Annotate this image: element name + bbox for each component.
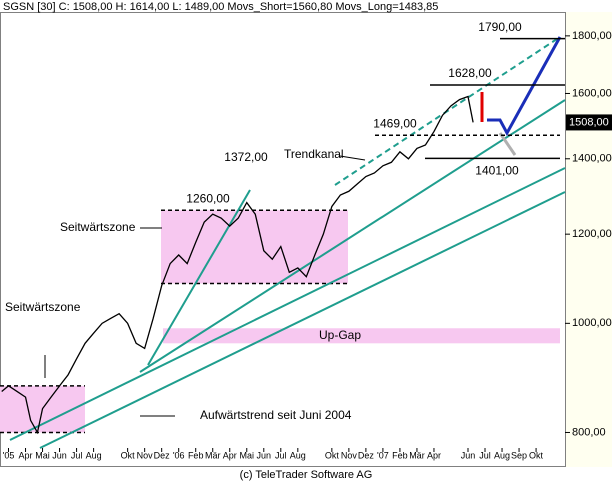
- x-tick-label: Mär: [205, 450, 221, 460]
- axis-panel: [566, 12, 612, 467]
- y-tick-label: 1200,00: [572, 228, 612, 240]
- x-tick-label: Mai: [35, 450, 50, 460]
- projection-alt: [498, 132, 517, 156]
- x-tick-label: Feb: [392, 450, 408, 460]
- last-price-label: 1508,00: [569, 116, 609, 128]
- y-tick-label: 1600,00: [572, 87, 612, 99]
- arrow: [339, 155, 366, 161]
- trend-line: [147, 189, 251, 366]
- y-tick-label: 1400,00: [572, 153, 612, 165]
- x-tick-label: Feb: [188, 450, 204, 460]
- trend-channel: [334, 36, 561, 186]
- level-label: 1469,00: [373, 116, 417, 130]
- x-tick-label: Aug: [494, 450, 510, 460]
- y-tick-label: 1000,00: [572, 317, 612, 329]
- x-tick-label: Okt: [529, 450, 544, 460]
- level-label: 1260,00: [186, 191, 230, 205]
- x-tick-label: '07: [377, 450, 389, 460]
- x-tick-label: Dez: [358, 450, 375, 460]
- annotation: Aufwärtstrend seit Juni 2004: [200, 408, 352, 422]
- zone-label: Seitwärtszone: [5, 300, 81, 314]
- header: SGSN [30] C: 1508,00 H: 1614,00 L: 1489,…: [3, 1, 438, 13]
- footer: (c) TeleTrader Software AG: [240, 469, 373, 481]
- level-label: 1401,00: [475, 164, 519, 178]
- x-tick-label: Jun: [52, 450, 67, 460]
- x-tick-label: Nov: [137, 450, 154, 460]
- x-tick-label: Jul: [479, 450, 491, 460]
- x-tick-label: Jun: [257, 450, 272, 460]
- x-tick-label: Mai: [240, 450, 255, 460]
- x-tick-label: Dez: [154, 450, 171, 460]
- x-tick-label: Okt: [121, 450, 136, 460]
- x-tick-label: Nov: [341, 450, 358, 460]
- level-label: 1790,00: [478, 20, 522, 34]
- x-tick-label: Okt: [325, 450, 340, 460]
- x-tick-label: Mär: [409, 450, 425, 460]
- zone-label: Up-Gap: [319, 328, 361, 342]
- x-tick-label: Sep: [511, 450, 527, 460]
- x-tick-label: Apr: [19, 450, 33, 460]
- trend-line: [39, 191, 566, 449]
- trend-line: [9, 167, 566, 441]
- x-tick-label: '06: [173, 450, 185, 460]
- level-label: 1372,00: [224, 150, 268, 164]
- x-tick-label: Jul: [275, 450, 287, 460]
- zone-label: Seitwärtszone: [60, 220, 136, 234]
- level-label: 1628,00: [448, 66, 492, 80]
- annotation: Trendkanal: [284, 147, 344, 161]
- x-tick-label: Aug: [86, 450, 102, 460]
- zone: [161, 210, 348, 284]
- x-tick-label: Aug: [290, 450, 306, 460]
- last-price-box: [566, 114, 612, 131]
- y-tick-label: 1800,00: [572, 30, 612, 42]
- y-tick-label: 800,00: [572, 426, 606, 438]
- x-tick-label: Jul: [71, 450, 83, 460]
- x-tick-label: Apr: [223, 450, 237, 460]
- x-tick-label: Apr: [427, 450, 441, 460]
- x-tick-label: Jun: [461, 450, 476, 460]
- x-tick-label: '05: [3, 450, 15, 460]
- trend-line: [139, 99, 566, 373]
- price-line: [1, 95, 474, 435]
